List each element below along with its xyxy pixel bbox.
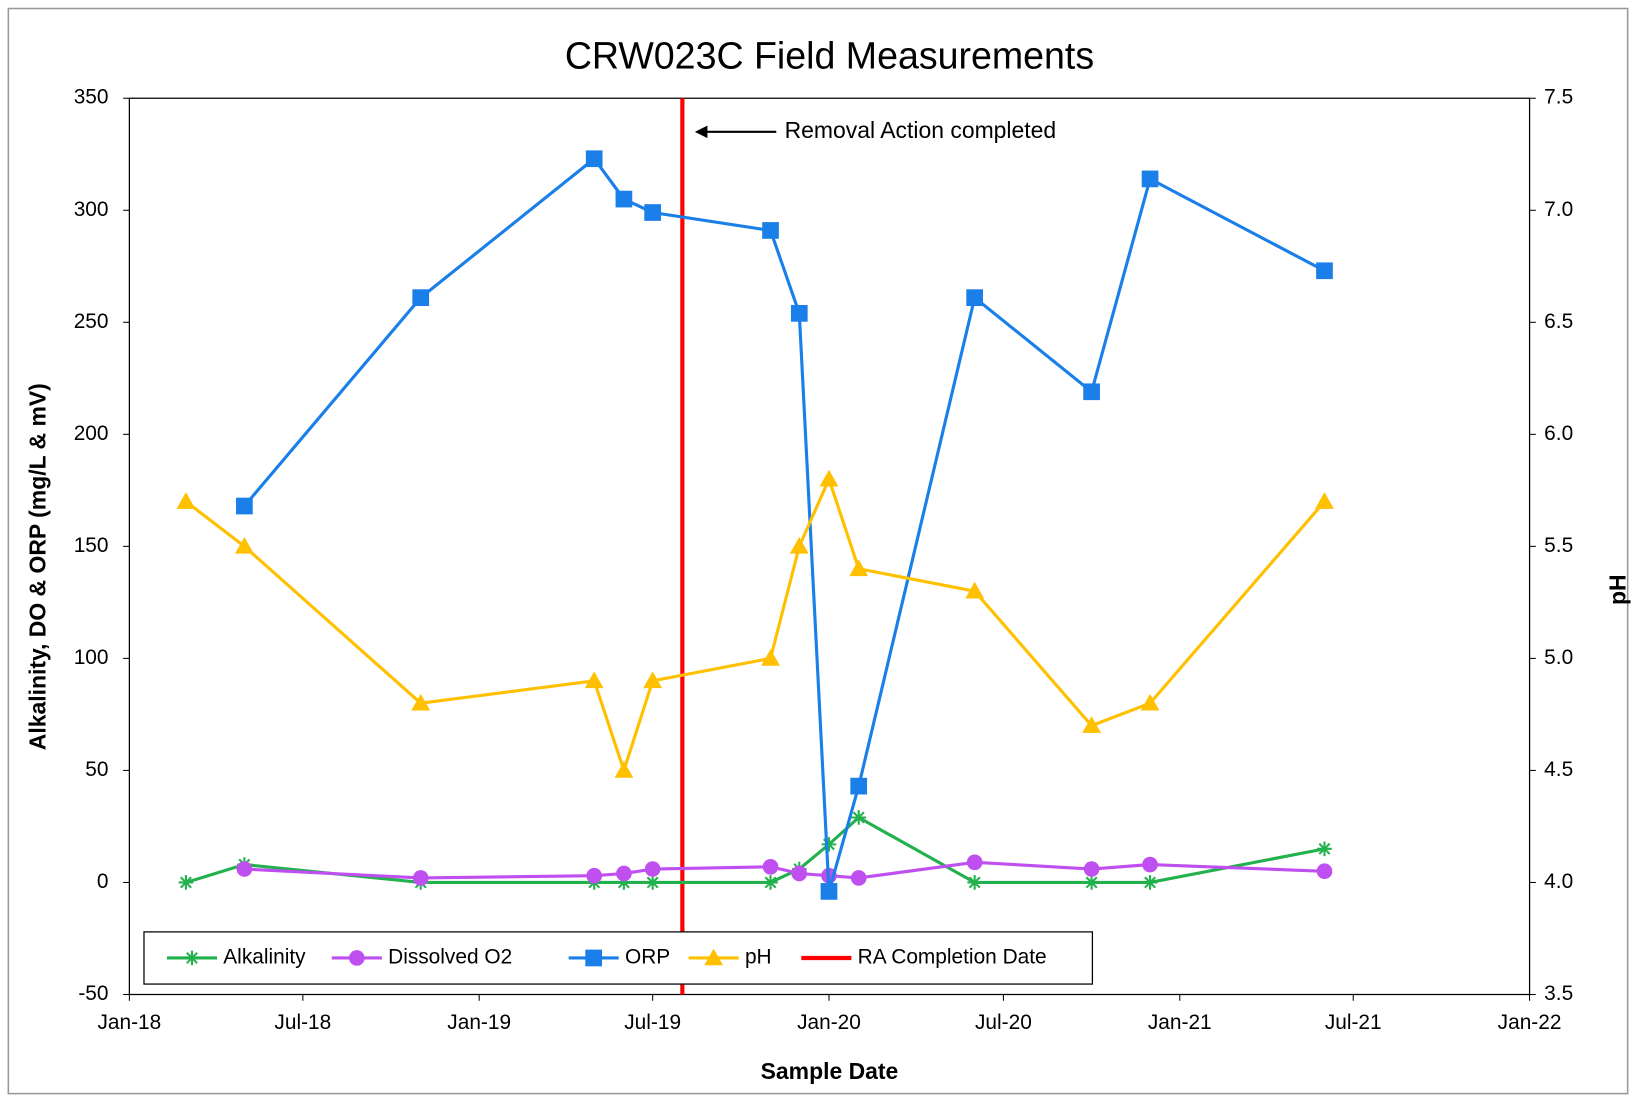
y-tick-label: 100 [74,646,109,669]
marker [584,671,604,689]
chart-frame [7,7,1629,1095]
legend: Alkalinity Dissolved O2 ORP pH RA Completion… [143,931,1094,985]
y-tick-label: 350 [74,86,109,109]
marker [616,865,632,882]
marker [790,304,808,322]
y2-axis-label: pH [1604,574,1630,605]
marker [1317,841,1332,857]
marker [967,875,982,890]
marker [236,861,253,877]
y2-tick-label: 7.0 [1544,198,1573,221]
marker [586,867,603,884]
x-axis-label: Sample Date [761,1058,899,1084]
y2-tick-label: 3.5 [1544,982,1573,1005]
marker [791,865,808,882]
marker [412,289,430,307]
marker [234,536,254,554]
marker [762,222,779,239]
marker [761,649,780,666]
y-tick-label: 0 [97,870,109,893]
marker [585,949,603,967]
y2-tick-label: 4.0 [1544,870,1573,893]
marker [821,837,837,852]
y-tick-label: 200 [74,422,109,445]
y2-tick-label: 7.5 [1544,86,1573,109]
marker [763,875,778,890]
marker [585,150,603,168]
x-tick-label: Jul-20 [975,1011,1032,1034]
marker [849,559,869,577]
marker [820,883,838,900]
marker [349,950,365,966]
marker [644,204,662,221]
marker [615,190,633,208]
y-tick-label: -50 [78,982,108,1005]
y-tick-label: 250 [74,310,109,333]
marker [643,671,663,689]
marker [644,861,661,877]
y-tick-label: 150 [74,534,109,557]
marker [1082,716,1101,733]
marker [411,693,431,711]
legend-label: ORP [625,945,670,968]
y-tick-label: 50 [85,758,108,781]
x-tick-label: Jul-21 [1325,1011,1382,1034]
annotation: Removal Action completed [785,117,1057,143]
chart-title: CRW023C Field Measurements [565,35,1094,77]
y2-tick-label: 6.5 [1544,310,1573,333]
y2-tick-label: 5.5 [1544,534,1573,557]
legend-label: Dissolved O2 [388,945,512,968]
marker [850,870,867,886]
marker [1316,262,1333,280]
marker [789,536,809,554]
marker [965,581,985,599]
marker [819,469,839,487]
y2-tick-label: 6.0 [1544,422,1573,445]
marker [850,777,868,795]
series-line [184,474,1326,776]
x-tick-label: Jan-18 [97,1011,161,1034]
marker [178,875,194,890]
marker [966,854,983,871]
series-line [185,815,1325,885]
marker [1140,693,1160,711]
marker [184,950,200,966]
marker [1316,863,1333,880]
marker [412,870,429,886]
legend-label: RA Completion Date [858,945,1047,968]
y2-tick-label: 5.0 [1544,646,1573,669]
annotation-arrowhead [694,125,708,139]
y2-tick-label: 4.5 [1544,758,1573,781]
y-tick-label: 300 [74,198,109,221]
x-tick-label: Jan-19 [447,1011,511,1034]
marker [762,858,779,875]
marker [1083,383,1100,401]
x-tick-label: Jul-19 [624,1011,681,1034]
y-axis-label: Alkalinity, DO & ORP (mg/L & mV) [25,383,51,750]
marker [176,492,196,509]
marker [1315,492,1334,509]
marker [1141,170,1159,188]
marker [704,948,724,966]
x-tick-label: Jan-20 [797,1011,861,1034]
marker [1083,861,1100,877]
x-tick-label: Jul-18 [274,1011,331,1034]
marker [851,810,867,825]
marker [236,497,253,515]
x-tick-label: Jan-22 [1498,1011,1562,1034]
x-tick-label: Jan-21 [1148,1011,1212,1034]
legend-label: Alkalinity [223,945,306,968]
marker [1084,875,1099,890]
marker [1142,856,1158,873]
marker [1142,875,1158,890]
marker [616,875,632,890]
legend-label: pH [745,945,772,968]
marker [966,289,984,307]
marker [614,761,634,778]
marker [645,875,660,890]
